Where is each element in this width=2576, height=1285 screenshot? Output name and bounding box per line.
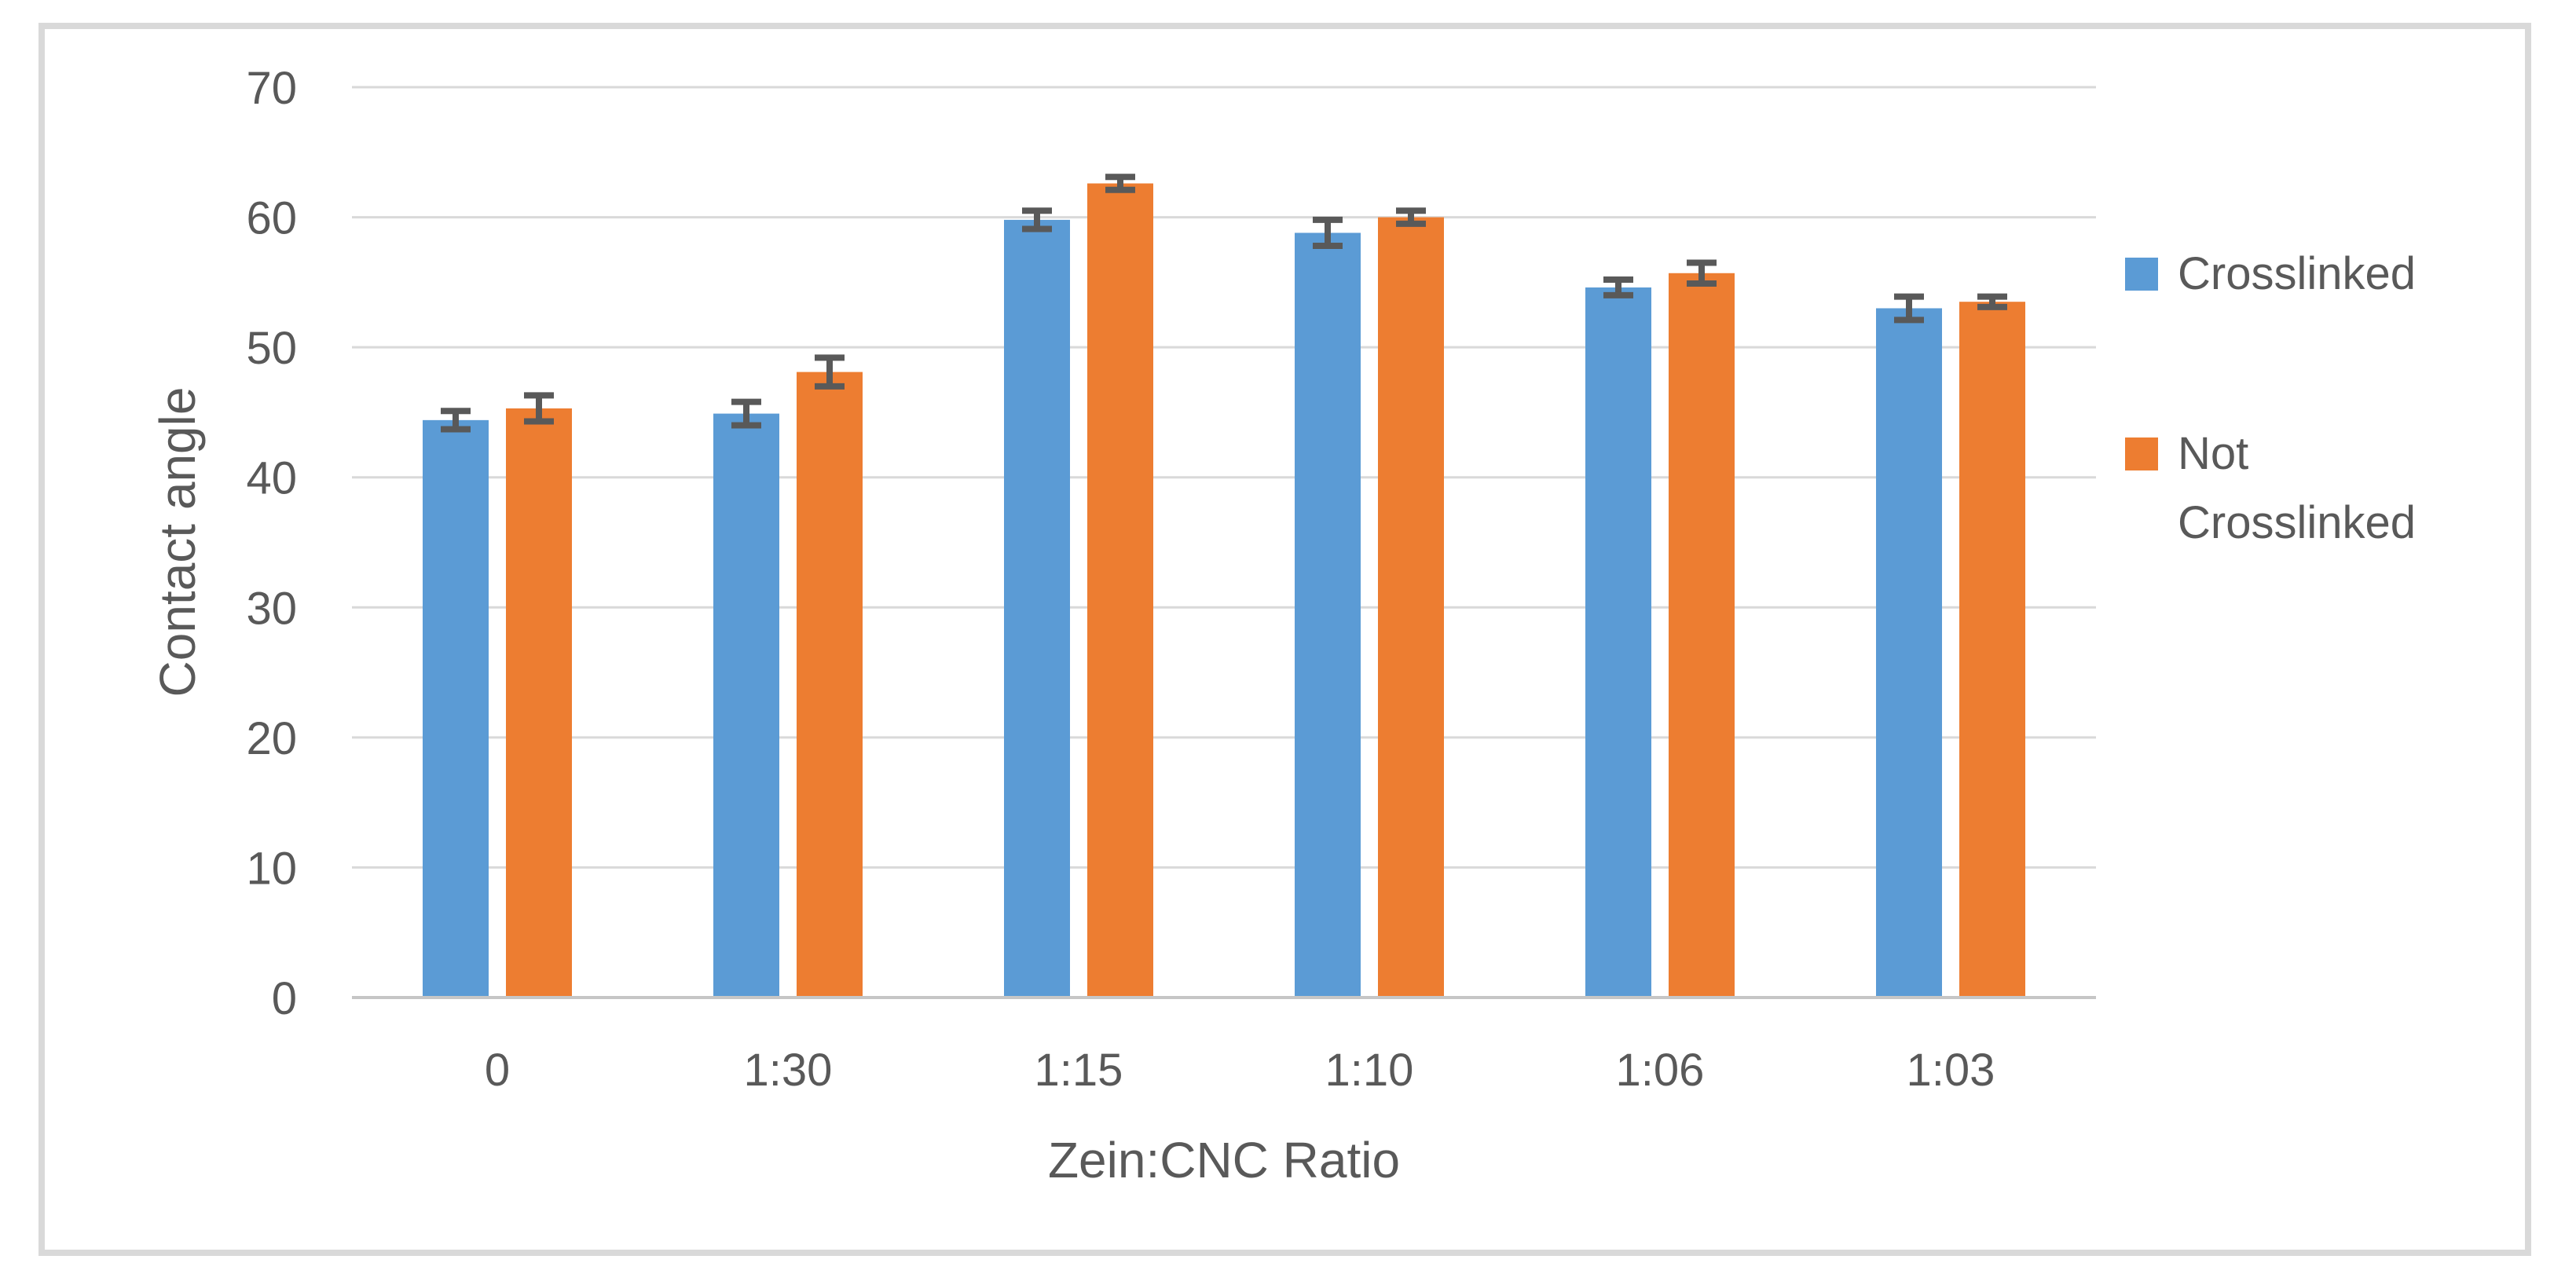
y-tick-label-20: 20 [246, 713, 297, 764]
legend-label-crosslinked: Crosslinked [2178, 248, 2416, 299]
bar-crosslinked-1:30 [713, 413, 779, 998]
bar-crosslinked-1:10 [1295, 232, 1361, 998]
bar-not-crosslinked-1:03 [1959, 302, 2025, 998]
bar-crosslinked-1:06 [1585, 287, 1651, 998]
bar-not-crosslinked-1:30 [797, 372, 863, 998]
bar-crosslinked-0 [423, 419, 489, 998]
x-tick-label-1:06: 1:06 [1616, 1045, 1705, 1096]
x-tick-label-1:30: 1:30 [744, 1045, 833, 1096]
legend-label-not-crosslinked: Not Crosslinked [2178, 428, 2416, 548]
legend-item-crosslinked: Crosslinked [2125, 248, 2416, 300]
legend-swatch-not-crosslinked [2125, 437, 2158, 470]
legend-swatch-crosslinked [2125, 258, 2158, 291]
x-tick-label-1:03: 1:03 [1907, 1045, 1995, 1096]
y-tick-label-40: 40 [246, 453, 297, 504]
y-tick-label-0: 0 [272, 973, 297, 1024]
bar-not-crosslinked-1:15 [1087, 183, 1153, 998]
bar-not-crosslinked-1:10 [1378, 217, 1444, 998]
y-tick-label-70: 70 [246, 63, 297, 114]
bar-crosslinked-1:15 [1004, 219, 1070, 998]
y-axis-title: Contact angle [149, 386, 206, 697]
bar-not-crosslinked-0 [506, 408, 572, 998]
x-tick-label-0: 0 [485, 1045, 510, 1096]
x-axis-title: Zein:CNC Ratio [1047, 1132, 1401, 1188]
y-tick-label-30: 30 [246, 583, 297, 634]
x-tick-label-1:10: 1:10 [1325, 1045, 1414, 1096]
bar-crosslinked-1:03 [1876, 308, 1942, 998]
bar-not-crosslinked-1:06 [1669, 273, 1735, 998]
y-tick-label-60: 60 [246, 193, 297, 244]
x-tick-label-1:15: 1:15 [1035, 1045, 1123, 1096]
y-tick-label-50: 50 [246, 323, 297, 374]
legend-item-not-crosslinked: Not Crosslinked [2125, 419, 2416, 558]
y-tick-label-10: 10 [246, 843, 297, 894]
